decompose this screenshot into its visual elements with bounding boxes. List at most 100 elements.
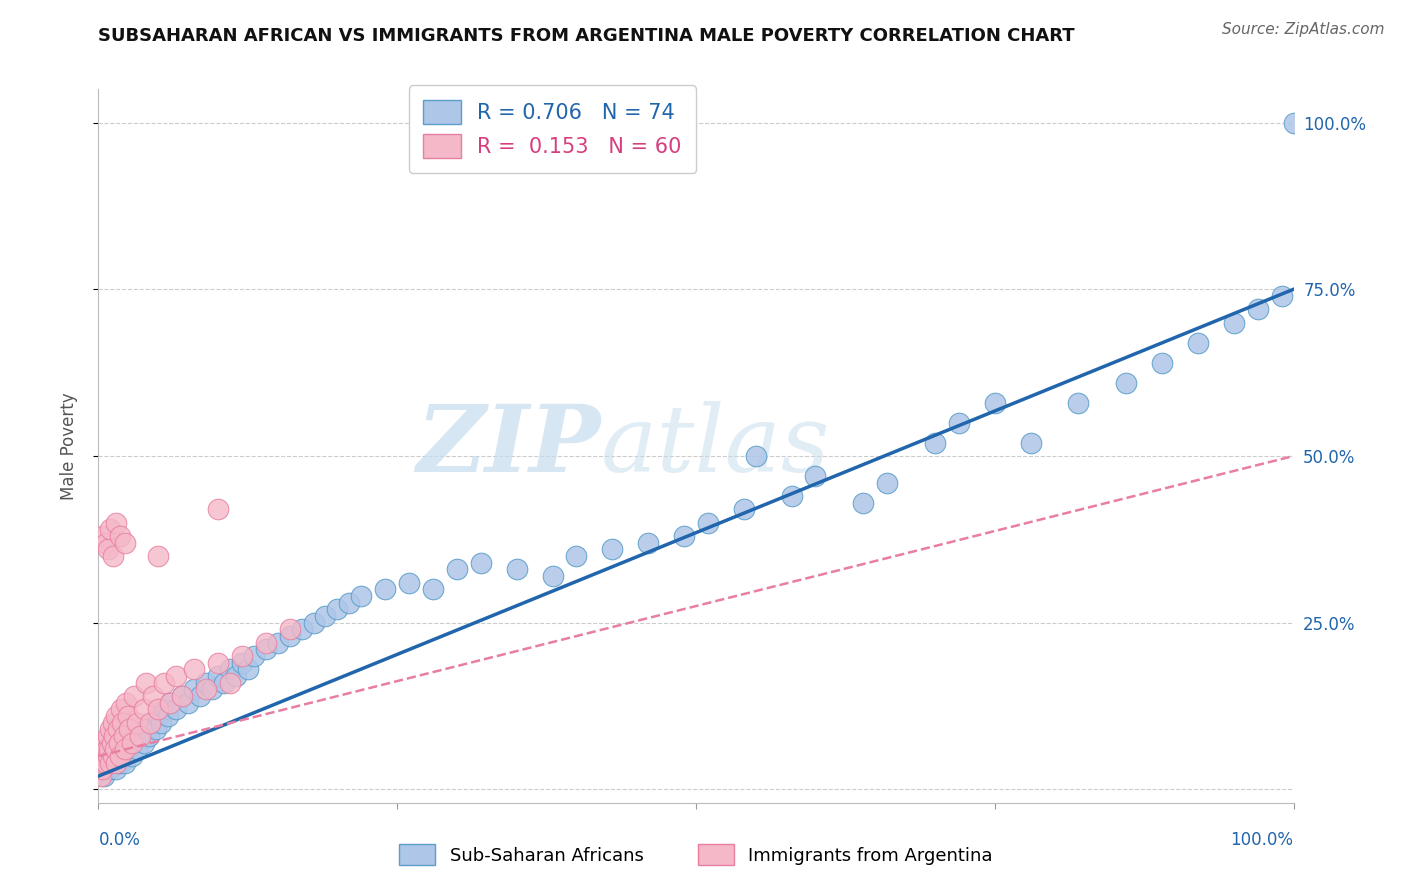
Point	[207, 502, 229, 516]
Point	[121, 736, 143, 750]
Point	[219, 662, 242, 676]
Point	[110, 702, 132, 716]
Point	[93, 749, 115, 764]
Point	[98, 522, 122, 536]
Point	[201, 682, 224, 697]
Point	[97, 749, 120, 764]
Point	[111, 749, 134, 764]
Point	[236, 662, 259, 676]
Point	[125, 715, 148, 730]
Point	[326, 602, 349, 616]
Point	[745, 449, 768, 463]
Point	[91, 756, 114, 770]
Point	[104, 742, 127, 756]
Text: atlas: atlas	[600, 401, 830, 491]
Point	[125, 742, 148, 756]
Point	[145, 723, 167, 737]
Point	[98, 723, 122, 737]
Point	[243, 649, 266, 664]
Point	[148, 702, 170, 716]
Point	[219, 675, 242, 690]
Point	[148, 709, 170, 723]
Point	[374, 582, 396, 597]
Point	[138, 729, 160, 743]
Point	[212, 675, 235, 690]
Point	[195, 675, 218, 690]
Point	[278, 623, 301, 637]
Point	[105, 709, 128, 723]
Point	[124, 736, 146, 750]
Point	[129, 729, 152, 743]
Point	[541, 569, 564, 583]
Point	[139, 715, 162, 730]
Point	[101, 549, 124, 563]
Point	[118, 723, 141, 737]
Point	[1019, 435, 1042, 450]
Point	[254, 636, 277, 650]
Point	[148, 549, 170, 563]
Point	[602, 542, 624, 557]
Point	[93, 742, 115, 756]
Point	[1271, 289, 1294, 303]
Point	[153, 675, 176, 690]
Point	[114, 756, 136, 770]
Point	[231, 656, 253, 670]
Point	[254, 642, 277, 657]
Point	[129, 729, 152, 743]
Point	[94, 736, 117, 750]
Y-axis label: Male Poverty: Male Poverty	[59, 392, 77, 500]
Point	[1247, 302, 1270, 317]
Point	[1115, 376, 1137, 390]
Point	[733, 502, 755, 516]
Point	[1187, 335, 1209, 350]
Point	[350, 589, 373, 603]
Point	[103, 729, 125, 743]
Point	[172, 689, 194, 703]
Point	[673, 529, 696, 543]
Point	[422, 582, 444, 597]
Point	[172, 689, 194, 703]
Point	[96, 742, 118, 756]
Point	[267, 636, 290, 650]
Point	[506, 562, 529, 576]
Point	[115, 696, 138, 710]
Point	[231, 649, 253, 664]
Point	[132, 736, 155, 750]
Legend: Sub-Saharan Africans, Immigrants from Argentina: Sub-Saharan Africans, Immigrants from Ar…	[392, 837, 1000, 872]
Point	[637, 535, 659, 549]
Point	[97, 542, 120, 557]
Point	[132, 702, 155, 716]
Point	[924, 435, 946, 450]
Point	[114, 535, 136, 549]
Point	[876, 475, 898, 490]
Point	[112, 729, 135, 743]
Point	[93, 769, 115, 783]
Point	[124, 689, 146, 703]
Point	[948, 416, 970, 430]
Point	[108, 756, 131, 770]
Point	[98, 756, 122, 770]
Point	[98, 742, 121, 756]
Point	[94, 756, 117, 770]
Point	[565, 549, 588, 563]
Point	[149, 715, 172, 730]
Point	[315, 609, 337, 624]
Point	[291, 623, 314, 637]
Point	[159, 696, 181, 710]
Point	[780, 489, 803, 503]
Text: Source: ZipAtlas.com: Source: ZipAtlas.com	[1222, 22, 1385, 37]
Point	[446, 562, 468, 576]
Point	[165, 702, 187, 716]
Point	[1282, 115, 1305, 129]
Text: 0.0%: 0.0%	[98, 831, 141, 849]
Point	[984, 395, 1007, 409]
Point	[852, 496, 875, 510]
Point	[141, 715, 163, 730]
Point	[135, 675, 157, 690]
Point	[697, 516, 720, 530]
Point	[195, 682, 218, 697]
Point	[98, 763, 122, 777]
Point	[183, 662, 205, 676]
Point	[339, 596, 361, 610]
Text: 100.0%: 100.0%	[1230, 831, 1294, 849]
